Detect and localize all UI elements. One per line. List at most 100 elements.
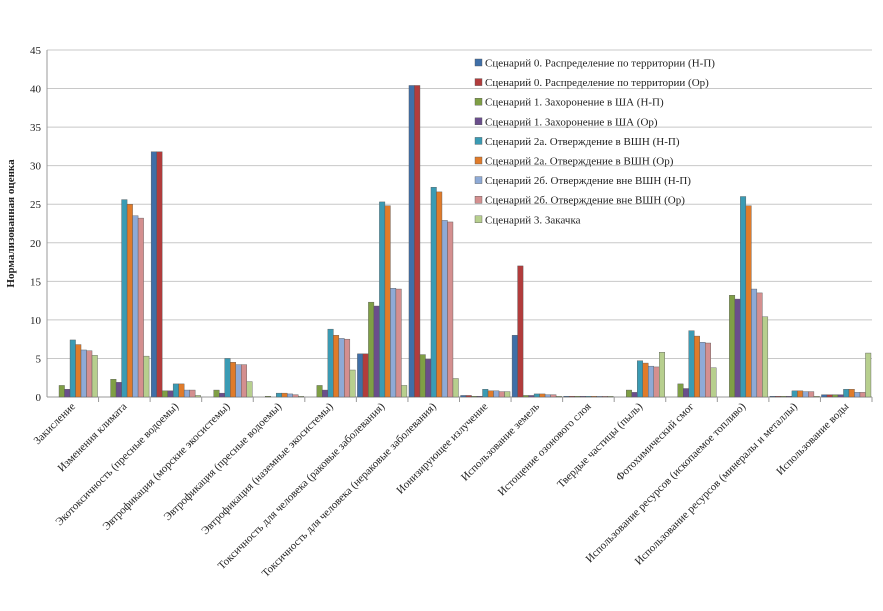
bar (425, 359, 432, 398)
bar (241, 364, 247, 398)
bar (786, 396, 793, 398)
y-axis-label: Нормализованная оценка (5, 159, 17, 288)
bar (626, 389, 632, 398)
bar (596, 396, 603, 398)
bar (172, 383, 179, 398)
bar (183, 389, 190, 398)
bar (756, 292, 763, 398)
legend-swatch (474, 58, 483, 67)
bar (224, 358, 231, 398)
legend-label: Сценарий 2а. Отверждение в ВШН (Н-П) (485, 136, 680, 148)
bar (414, 85, 421, 398)
bar (729, 295, 736, 398)
legend-label: Сценарий 0. Распределение по территории … (485, 58, 715, 70)
bar (161, 390, 168, 398)
bar (58, 385, 65, 398)
bar (287, 393, 293, 398)
bar (292, 394, 299, 398)
bar (865, 352, 872, 398)
legend-swatch (474, 78, 483, 86)
legend-swatch (474, 97, 483, 106)
bar (471, 396, 478, 398)
bar (821, 394, 828, 398)
bar (373, 305, 380, 398)
bar (362, 353, 369, 398)
bar (137, 217, 144, 398)
legend-swatch (474, 117, 483, 126)
legend-swatch (474, 195, 483, 204)
bar (349, 369, 356, 398)
bar (808, 391, 815, 398)
bar (797, 390, 804, 398)
bar (189, 389, 196, 398)
y-tick-label: 15 (30, 276, 42, 288)
bar (143, 355, 150, 398)
bar (150, 151, 157, 398)
bar (648, 365, 654, 398)
legend-swatch (474, 156, 483, 165)
y-tick-label: 10 (30, 315, 42, 327)
bar (528, 395, 535, 398)
bar (791, 390, 798, 398)
bar (91, 355, 98, 398)
x-tick-label: Ионизирующее излучение (394, 401, 490, 497)
bar (447, 221, 454, 398)
bar (276, 392, 282, 398)
x-tick-label: Истощение озонового слоя (496, 401, 594, 499)
bar (688, 330, 695, 398)
bar (384, 205, 391, 398)
bar (832, 394, 839, 398)
bar (121, 199, 128, 398)
bar (178, 383, 185, 398)
bar (734, 298, 741, 398)
bar (80, 349, 87, 398)
bar (194, 395, 201, 398)
bar (132, 215, 139, 398)
bar (110, 379, 117, 398)
bar (327, 328, 334, 398)
bar (316, 385, 323, 398)
bar (213, 389, 220, 398)
bar (126, 204, 133, 398)
bar (517, 265, 524, 398)
bar (813, 396, 820, 398)
y-tick-label: 25 (30, 199, 42, 211)
bar (265, 396, 271, 398)
x-tick-label: Твердые частицы (пыль) (555, 400, 645, 490)
y-tick-label: 30 (30, 161, 42, 173)
bar (379, 201, 386, 398)
bar (775, 396, 782, 398)
bar (333, 335, 340, 398)
bar (745, 205, 752, 398)
bar (568, 396, 575, 398)
bar (740, 196, 747, 398)
bar (69, 339, 76, 398)
bar (167, 390, 174, 398)
bar (246, 381, 253, 398)
bar (826, 394, 833, 398)
bar (235, 364, 242, 398)
bar (498, 391, 505, 398)
bar (436, 191, 443, 398)
bar (344, 338, 351, 398)
bar (550, 394, 557, 398)
bar (585, 396, 592, 398)
bar (563, 396, 570, 398)
bar (219, 392, 225, 398)
legend-label: Сценарий 2а. Отверждение в ВШН (Ор) (485, 156, 674, 168)
bar (476, 396, 483, 398)
bar (769, 396, 776, 398)
bar (637, 360, 643, 398)
bar (699, 342, 706, 398)
y-tick-label: 45 (30, 45, 42, 57)
bar (533, 393, 540, 398)
bar (539, 393, 546, 398)
bar (683, 388, 689, 398)
bar (751, 288, 758, 398)
x-tick-label: Токсичность для человека (нераковые забо… (260, 400, 439, 579)
bar (298, 396, 304, 398)
bar (522, 395, 529, 398)
bar (338, 338, 345, 398)
